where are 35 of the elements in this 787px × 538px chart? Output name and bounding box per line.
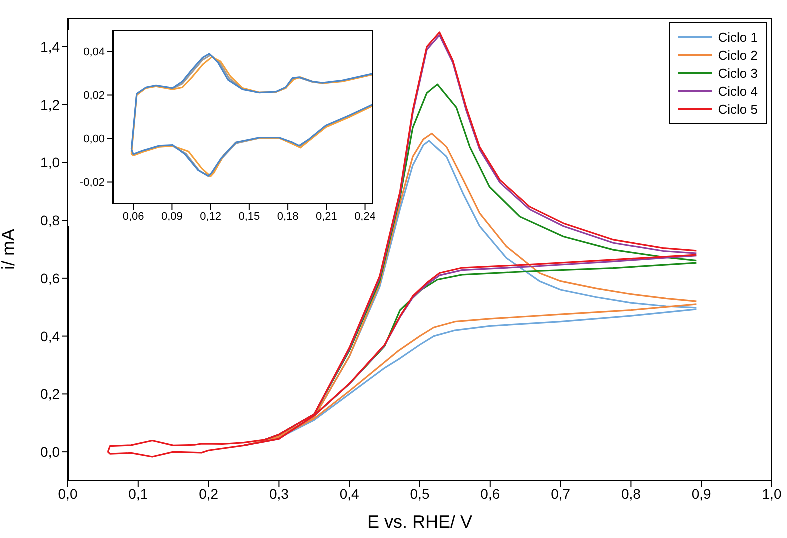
x-axis-title: E vs. RHE/ V	[367, 512, 473, 532]
y-tick-label: 0,2	[40, 386, 60, 402]
x-tick-label: 1,0	[762, 486, 782, 502]
y-tick-label: 0,0	[40, 444, 60, 460]
y-tick-label: 0,02	[84, 90, 105, 102]
legend-label: Ciclo 3	[718, 66, 758, 80]
legend-label: Ciclo 1	[718, 30, 758, 44]
y-tick-label: -0,02	[80, 177, 105, 190]
x-tick-label: 0,5	[410, 486, 430, 502]
x-tick-label: 0,21	[316, 210, 338, 223]
x-tick-label: 0,18	[277, 210, 299, 223]
x-tick-label: 0,8	[621, 486, 642, 502]
x-tick-label: 0,7	[551, 486, 571, 502]
x-tick-label: 0,2	[199, 486, 219, 502]
y-tick-label: 0,6	[40, 270, 60, 286]
legend-label: Ciclo 4	[718, 84, 758, 98]
y-tick-label: 1,0	[40, 154, 60, 171]
y-tick-label: 0,04	[84, 46, 105, 59]
x-tick-label: 0,9	[692, 486, 712, 502]
x-tick-label: 0,12	[200, 210, 222, 223]
x-tick-label: 0,15	[238, 210, 260, 223]
x-tick-label: 0,06	[122, 210, 144, 223]
x-tick-label: 0,09	[161, 210, 183, 223]
x-tick-label: 0,3	[269, 486, 290, 502]
x-tick-label: 0,1	[128, 486, 148, 502]
y-tick-label: 0,4	[40, 328, 60, 344]
legend-label: Ciclo 5	[718, 102, 758, 116]
x-tick-label: 0,4	[340, 486, 360, 502]
legend-label: Ciclo 2	[718, 48, 758, 62]
x-tick-label: 0,6	[480, 486, 500, 502]
x-tick-label: 0,0	[58, 486, 78, 502]
y-tick-label: 0,00	[84, 134, 105, 146]
y-tick-label: 1,4	[40, 38, 60, 55]
y-tick-label: 1,2	[40, 96, 60, 113]
y-axis-title: i/ mA	[0, 228, 18, 270]
